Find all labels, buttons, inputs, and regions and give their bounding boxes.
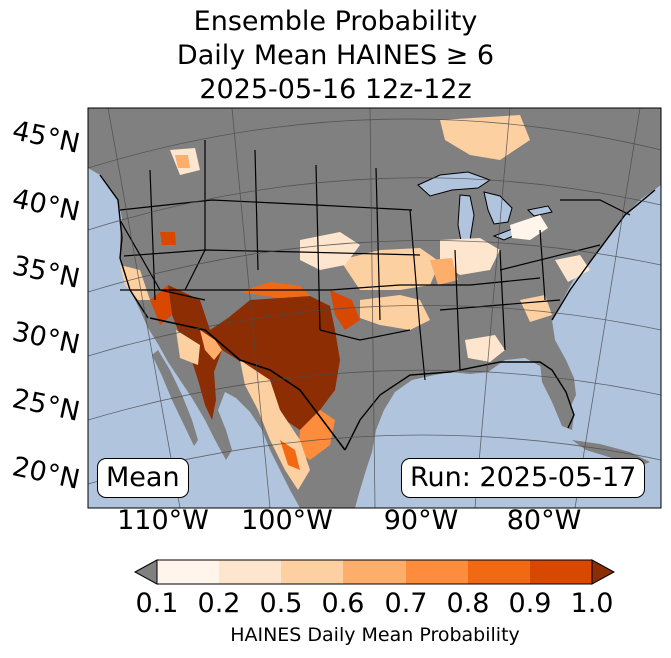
colorbar-bin-5: [406, 560, 468, 584]
colorbar-tick-0.8: 0.8: [446, 588, 490, 619]
colorbar-bin-6: [468, 560, 530, 584]
lon-label-100: 100°W: [241, 505, 333, 536]
colorbar-tick-0.1: 0.1: [135, 588, 179, 619]
florida-peninsula: [540, 362, 574, 430]
country-border-mexico: [149, 317, 346, 451]
baja-peninsula: [152, 350, 198, 446]
lon-label-110: 110°W: [117, 505, 209, 536]
colorbar-tick-1.0: 1.0: [570, 588, 614, 619]
colorbar-tick-0.7: 0.7: [384, 588, 428, 619]
colorbar-bin-7: [530, 560, 592, 584]
map-frame: [87, 107, 662, 509]
colorbar-tick-0.5: 0.5: [259, 588, 303, 619]
lake-huron: [483, 191, 513, 225]
title-line-2: Daily Mean HAINES ≥ 6: [176, 40, 495, 71]
lon-label-90: 90°W: [383, 505, 459, 536]
colorbar-bin-3: [281, 560, 343, 584]
colorbar-tick-0.9: 0.9: [508, 588, 552, 619]
title-line-3: 2025-05-16 12z-12z: [199, 74, 472, 105]
colorbar-over-arrow: [591, 559, 616, 585]
run-date-box: Run: 2025-05-17: [401, 458, 646, 498]
colorbar-bin-4: [343, 560, 406, 584]
state-borders: [119, 140, 631, 381]
colorbar-tick-0.6: 0.6: [321, 588, 365, 619]
lon-label-80: 80°W: [506, 505, 582, 536]
colorbar-bin-2: [219, 560, 281, 584]
colorbar-tick-0.2: 0.2: [197, 588, 241, 619]
graticule: [88, 108, 661, 508]
mean-label-box: Mean: [97, 458, 189, 498]
colorbar-under-arrow: [133, 559, 158, 585]
colorbar-label: HAINES Daily Mean Probability: [230, 624, 520, 646]
title-line-1: Ensemble Probability: [193, 6, 478, 37]
colorbar-bin-1: [157, 560, 219, 584]
probability-shading: [120, 115, 590, 490]
lake-ontario: [526, 205, 553, 217]
colorbar: [133, 559, 616, 585]
